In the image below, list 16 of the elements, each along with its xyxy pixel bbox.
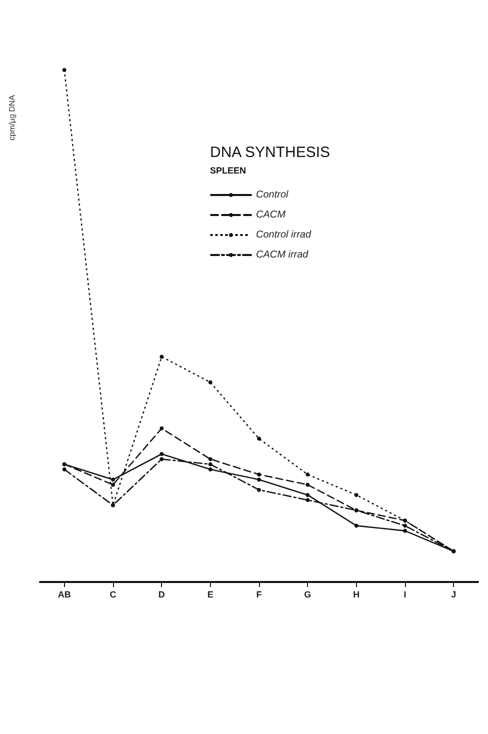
x-tick-label: H [353,590,360,600]
text: DNA SYNTHESIS [210,144,330,161]
x-tick-label: E [207,590,214,600]
legend-label: CACM irrad [256,250,309,260]
y-axis-title: cpm/µg DNA [8,94,16,141]
legend-label: Control [256,190,290,200]
x-tick-label: I [404,590,406,600]
x-tick-label: J [451,590,456,600]
x-tick-label: AB [58,590,72,600]
legend-label: Control irrad [256,230,312,240]
x-tick-label: D [158,590,166,600]
x-tick-label: F [256,590,262,600]
legend-label: CACM [256,210,286,220]
x-tick-label: G [304,590,312,600]
text: SPLEEN [210,166,246,176]
x-tick-label: C [110,590,117,600]
